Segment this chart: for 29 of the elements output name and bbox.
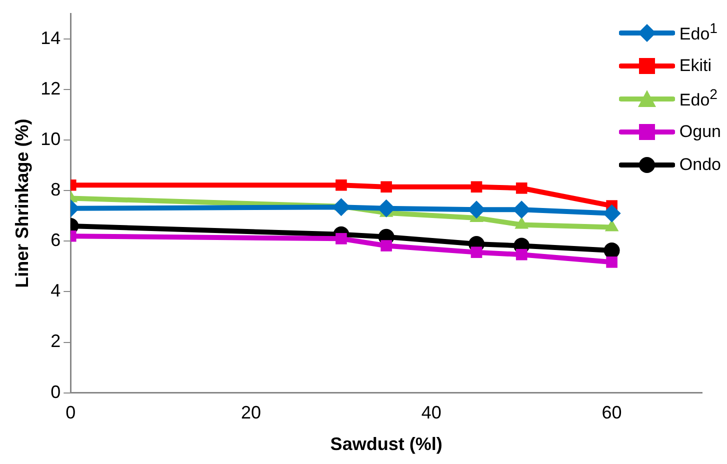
y-tick-label: 14 <box>40 28 61 48</box>
point <box>606 256 618 268</box>
legend-label: Edo$^{2}$ <box>679 86 718 110</box>
y-tick-label: 0 <box>50 382 61 402</box>
x-tick-label: 0 <box>66 402 76 423</box>
y-tick-label: 8 <box>50 180 61 200</box>
legend-label: Ogun <box>679 122 721 142</box>
x-tick-label: 40 <box>421 402 442 423</box>
point <box>380 240 392 252</box>
legend-label: Edo$^{1}$ <box>679 20 718 44</box>
point <box>380 181 392 193</box>
point <box>516 182 528 194</box>
x-tick-label: 20 <box>241 402 262 423</box>
point <box>336 179 347 191</box>
y-tick-label: 2 <box>50 331 61 352</box>
legend-label: Ondo <box>679 154 721 174</box>
x-tick-label: 60 <box>602 402 622 423</box>
y-tick-label: 4 <box>50 280 61 301</box>
legend-label: Ekiti <box>679 56 712 76</box>
point <box>604 242 620 259</box>
point <box>336 233 347 244</box>
x-axis-title: Sawdust (%l) <box>330 434 442 454</box>
y-tick-label: 10 <box>40 129 61 150</box>
y-axis-title: Liner Shrinkage (%) <box>12 118 32 288</box>
point <box>470 181 482 193</box>
y-tick-label: 6 <box>50 230 61 250</box>
y-tick-label: 12 <box>40 78 61 99</box>
point <box>470 246 482 258</box>
point <box>516 248 528 260</box>
